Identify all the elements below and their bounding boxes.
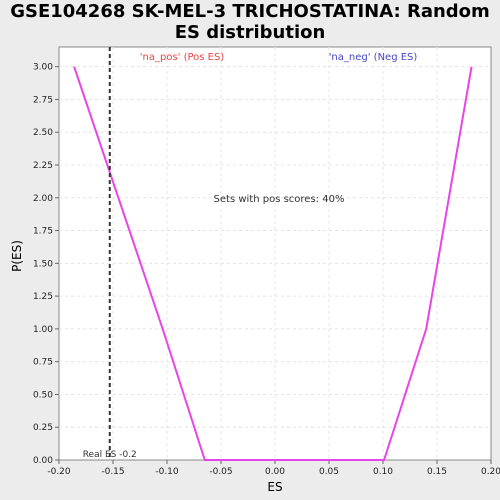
y-tick-label: 2.00 bbox=[33, 194, 53, 204]
y-tick-label: 0.00 bbox=[33, 456, 53, 466]
y-tick-label: 2.25 bbox=[33, 161, 53, 171]
x-tick-label: -0.15 bbox=[101, 467, 124, 477]
es-density-line bbox=[73, 66, 473, 461]
chart-title-line2: ES distribution bbox=[174, 22, 326, 43]
pos-es-legend-label: 'na_pos' (Pos ES) bbox=[140, 52, 225, 63]
x-axis-ticks: -0.20 -0.15 -0.10 -0.05 0.00 0.05 0.10 0.15 0.20 bbox=[47, 460, 500, 477]
pos-scores-annotation: Sets with pos scores: 40% bbox=[214, 194, 345, 205]
y-tick-label: 0.25 bbox=[33, 423, 53, 433]
x-tick-label: 0.10 bbox=[373, 467, 393, 477]
y-axis-ticks: 0.00 0.25 0.50 0.75 1.00 1.25 1.50 1.75 2.00 2.25… bbox=[33, 63, 59, 466]
y-tick-label: 1.00 bbox=[33, 325, 53, 335]
neg-es-legend-label: 'na_neg' (Neg ES) bbox=[329, 52, 418, 63]
y-tick-label: 0.50 bbox=[33, 390, 53, 400]
y-tick-label: 0.75 bbox=[33, 358, 53, 368]
x-tick-label: 0.15 bbox=[427, 467, 447, 477]
x-tick-label: -0.05 bbox=[209, 467, 232, 477]
y-tick-label: 1.75 bbox=[33, 227, 53, 237]
grid-lines bbox=[59, 47, 491, 460]
y-tick-label: 2.75 bbox=[33, 95, 53, 105]
x-axis-label: ES bbox=[267, 480, 282, 494]
x-tick-label: -0.10 bbox=[155, 467, 179, 477]
y-tick-label: 3.00 bbox=[33, 63, 53, 73]
y-tick-label: 1.50 bbox=[33, 259, 53, 269]
x-tick-label: 0.00 bbox=[265, 467, 285, 477]
y-tick-label: 1.25 bbox=[33, 292, 53, 302]
real-es-label: Real ES -0.2 bbox=[83, 450, 137, 460]
x-tick-label: 0.20 bbox=[481, 467, 500, 477]
x-tick-label: -0.20 bbox=[47, 467, 71, 477]
y-axis-label: P(ES) bbox=[10, 240, 24, 272]
x-tick-label: 0.05 bbox=[319, 467, 339, 477]
y-tick-label: 2.50 bbox=[33, 128, 53, 138]
chart-title: GSE104268 SK-MEL-3 TRICHOSTATINA: Random… bbox=[0, 1, 500, 43]
chart-title-line1: GSE104268 SK-MEL-3 TRICHOSTATINA: Random bbox=[10, 1, 490, 22]
